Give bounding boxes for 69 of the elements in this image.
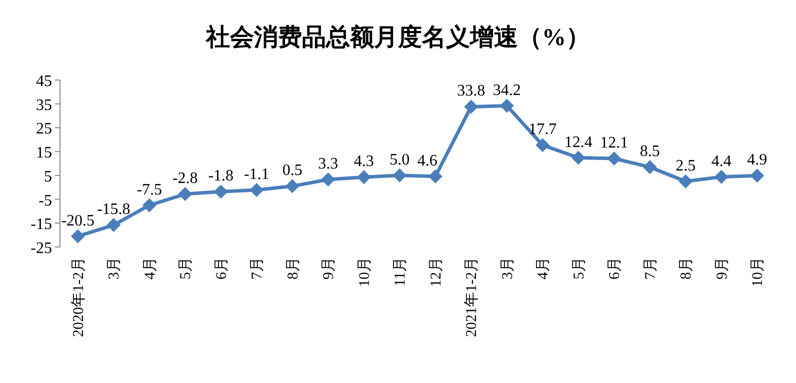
point (678, 174, 693, 188)
point (142, 198, 156, 212)
point (500, 98, 514, 113)
x-tick-label: 6月 (607, 257, 624, 280)
point (70, 229, 85, 244)
point (750, 168, 764, 183)
x-tick-label: 2021年1-2月 (463, 257, 480, 337)
x-tick-label: 10月 (356, 257, 373, 287)
data-label: -7.5 (136, 181, 162, 198)
x-tick-label: 6月 (214, 257, 230, 280)
data-label: -1.1 (244, 166, 270, 183)
y-tick-label: 5 (44, 168, 52, 186)
y-tick-label: 45 (36, 73, 52, 90)
data-label: 34.2 (492, 82, 521, 99)
point (428, 169, 442, 184)
data-label: 17.7 (528, 121, 557, 138)
point (285, 179, 300, 194)
x-tick-label: 8月 (678, 257, 695, 280)
point (571, 150, 586, 165)
data-label: -15.8 (96, 201, 130, 218)
y-tick-label: 15 (36, 144, 52, 162)
point (214, 184, 228, 199)
y-tick-label: -15 (30, 216, 52, 234)
data-label: -20.5 (61, 212, 95, 230)
point (536, 138, 550, 152)
point (106, 218, 121, 232)
x-tick-label: 5月 (178, 257, 194, 280)
x-tick-label: 7月 (250, 257, 266, 280)
data-label: 4.6 (417, 152, 438, 170)
y-tick-label: -25 (30, 240, 52, 257)
point (356, 170, 371, 184)
x-tick-label: 7月 (642, 257, 659, 280)
point (464, 100, 478, 114)
point (178, 187, 192, 202)
x-tick-label: 4月 (536, 257, 552, 280)
point (607, 151, 622, 166)
x-tick-label: 4月 (142, 257, 158, 280)
data-label: 2.5 (676, 157, 696, 174)
point (714, 170, 728, 184)
point (392, 168, 407, 182)
y-tick-label: -5 (38, 192, 52, 210)
x-tick-label: 10月 (750, 257, 766, 287)
data-label: 4.4 (711, 152, 732, 170)
data-label: 4.9 (747, 152, 768, 169)
x-tick-label: 8月 (285, 257, 302, 280)
data-label: 12.1 (600, 134, 628, 152)
x-tick-label: 3月 (106, 257, 123, 280)
data-label: 5.0 (390, 151, 410, 168)
point (642, 160, 657, 174)
x-tick-label: 9月 (321, 257, 338, 280)
y-tick-label: 25 (36, 120, 52, 138)
point (321, 172, 336, 186)
data-label: 3.3 (318, 155, 338, 172)
x-tick-label: 3月 (500, 257, 516, 280)
x-tick-label: 9月 (714, 257, 730, 280)
x-tick-label: 5月 (571, 257, 588, 280)
data-label: -1.8 (208, 168, 234, 185)
data-label: -2.8 (172, 170, 198, 188)
data-label: 12.4 (564, 134, 592, 151)
y-tick-label: 35 (36, 96, 52, 114)
data-label: 33.8 (457, 82, 486, 100)
x-tick-label: 12月 (428, 257, 444, 287)
data-label: 4.3 (354, 153, 374, 170)
chart-title: 社会消费品总额月度名义增速（%） (205, 24, 590, 51)
x-tick-label: 2020年1-2月 (70, 257, 87, 337)
data-label: 8.5 (640, 143, 660, 160)
point (250, 182, 264, 197)
data-label: 0.5 (282, 162, 302, 180)
x-tick-label: 11月 (392, 257, 409, 286)
